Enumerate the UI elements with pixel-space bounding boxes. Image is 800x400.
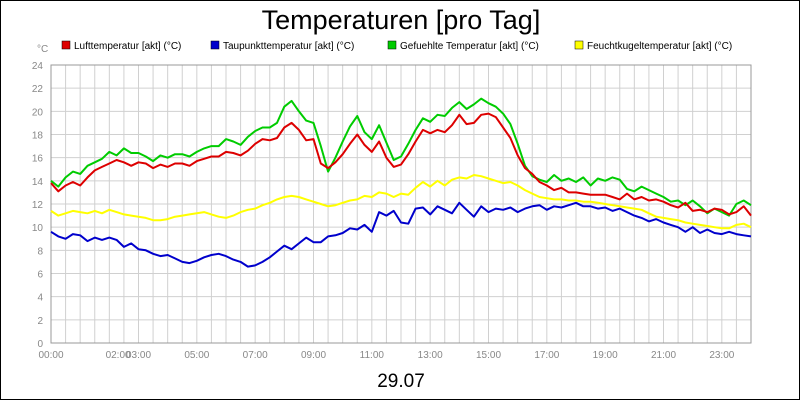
x-tick-label: 15:00 bbox=[476, 350, 501, 361]
legend-item-gefuehlte-temperatur: Gefuehlte Temperatur [akt] (°C) bbox=[387, 40, 539, 52]
legend-swatch-gefuehlte-temperatur bbox=[387, 40, 397, 50]
y-tick-label: 24 bbox=[32, 61, 44, 72]
x-tick-label: 07:00 bbox=[243, 350, 268, 361]
legend-swatch-feuchtkugeltemperatur bbox=[574, 40, 584, 50]
grid bbox=[51, 64, 751, 344]
series-lines bbox=[50, 97, 752, 268]
y-tick-label: 4 bbox=[37, 293, 43, 304]
plot-area-border bbox=[50, 64, 752, 344]
y-tick-label: 22 bbox=[32, 84, 44, 95]
x-tick-label: 23:00 bbox=[709, 350, 734, 361]
series-line-1 bbox=[50, 112, 752, 217]
x-tick-label: 21:00 bbox=[651, 350, 676, 361]
y-tick-label: 20 bbox=[32, 107, 44, 118]
x-tick-label: 03:00 bbox=[126, 350, 151, 361]
legend-swatch-lufttemperatur bbox=[61, 40, 71, 50]
x-tick-label: 09:00 bbox=[301, 350, 326, 361]
y-tick-label: 8 bbox=[37, 246, 43, 257]
series-line-2 bbox=[50, 201, 752, 268]
y-tick-label: 12 bbox=[32, 200, 44, 211]
series-line-4 bbox=[50, 174, 752, 230]
chart-title: Temperaturen [pro Tag] bbox=[262, 5, 541, 35]
x-tick-label: 02:00 bbox=[106, 350, 131, 361]
x-tick-label: 13:00 bbox=[418, 350, 443, 361]
y-tick-label: 14 bbox=[32, 177, 44, 188]
legend-swatch-taupunkttemperatur bbox=[210, 40, 220, 50]
legend: Lufttemperatur [akt] (°C) Taupunkttemper… bbox=[61, 40, 732, 52]
y-tick-label: 16 bbox=[32, 154, 44, 165]
y-tick-label: 6 bbox=[37, 270, 43, 281]
legend-label-taupunkttemperatur: Taupunkttemperatur [akt] (°C) bbox=[223, 41, 354, 52]
legend-label-lufttemperatur: Lufttemperatur [akt] (°C) bbox=[74, 41, 181, 52]
y-axis-unit: °C bbox=[37, 44, 48, 55]
x-tick-label: 05:00 bbox=[184, 350, 209, 361]
legend-item-lufttemperatur: Lufttemperatur [akt] (°C) bbox=[61, 40, 181, 52]
y-tick-label: 10 bbox=[32, 223, 44, 234]
legend-label-gefuehlte-temperatur: Gefuehlte Temperatur [akt] (°C) bbox=[400, 41, 539, 52]
x-tick-label: 17:00 bbox=[534, 350, 559, 361]
legend-label-feuchtkugeltemperatur: Feuchtkugeltemperatur [akt] (°C) bbox=[587, 41, 732, 52]
y-tick-label: 2 bbox=[37, 316, 43, 327]
x-tick-label: 19:00 bbox=[593, 350, 618, 361]
y-tick-label: 0 bbox=[37, 339, 43, 350]
x-tick-label: 00:00 bbox=[38, 350, 63, 361]
y-tick-label: 18 bbox=[32, 131, 44, 142]
legend-item-taupunkttemperatur: Taupunkttemperatur [akt] (°C) bbox=[210, 40, 354, 52]
date-label: 29.07 bbox=[377, 371, 425, 392]
legend-item-feuchtkugeltemperatur: Feuchtkugeltemperatur [akt] (°C) bbox=[574, 40, 732, 52]
series-line-3 bbox=[50, 97, 752, 217]
x-tick-label: 11:00 bbox=[360, 350, 385, 361]
